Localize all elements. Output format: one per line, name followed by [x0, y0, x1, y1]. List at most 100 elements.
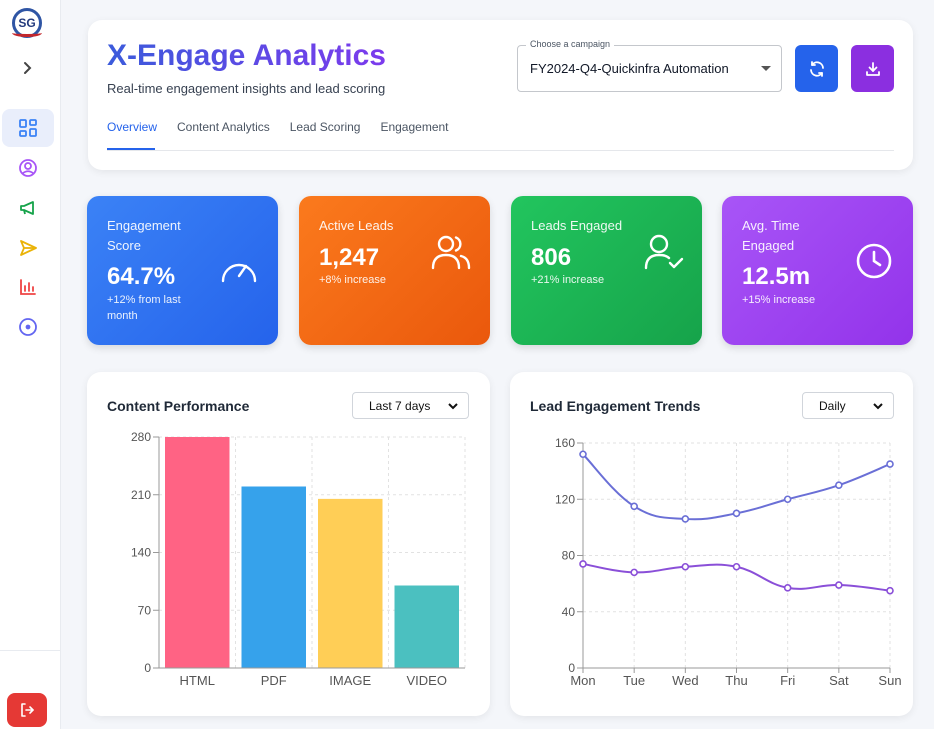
data-point — [835, 581, 843, 589]
chart-title: Content Performance — [107, 398, 250, 414]
x-tick-label: PDF — [261, 673, 287, 688]
nav-send[interactable] — [2, 229, 54, 267]
campaign-select-value: FY2024-Q4-Quickinfra Automation — [530, 61, 729, 76]
y-tick-label: 80 — [562, 549, 576, 563]
expand-sidebar-button[interactable] — [18, 58, 38, 78]
page-title: X-Engage Analytics — [107, 39, 386, 72]
content-performance-card: Content Performance Last 7 days 0 70 140 21… — [87, 372, 490, 716]
nav-reports[interactable] — [2, 268, 54, 306]
user-circle-icon — [19, 159, 37, 177]
data-point — [732, 509, 741, 518]
data-point — [630, 568, 638, 577]
stat-label: Avg. Time Engaged — [742, 218, 800, 253]
refresh-button[interactable] — [795, 45, 838, 92]
user-check-icon — [644, 234, 684, 270]
tab-lead-scoring[interactable]: Lead Scoring — [289, 120, 361, 134]
lead-trends-card: Lead Engagement Trends Daily 0 40 80 120 160… — [510, 372, 913, 716]
dashboard-icon — [19, 119, 37, 137]
data-point — [783, 495, 792, 504]
stat-label: Active Leads — [319, 218, 394, 233]
stat-value: 12.5m — [742, 263, 811, 290]
active-tab-indicator — [107, 148, 155, 150]
stat-card-active-leads: Active Leads 1,247 +8% increase — [299, 196, 490, 345]
y-tick-label: 280 — [131, 430, 151, 444]
logo-text: SG — [18, 16, 36, 30]
data-point — [783, 584, 792, 592]
bar-chart-icon — [20, 279, 36, 295]
tabs-divider — [107, 150, 894, 151]
tab-content-analytics[interactable]: Content Analytics — [177, 120, 270, 134]
x-tick-label: Thu — [725, 673, 747, 688]
chart-title: Lead Engagement Trends — [530, 398, 701, 414]
logout-button[interactable] — [7, 693, 47, 727]
x-tick-label: Mon — [570, 673, 595, 688]
x-tick-label: IMAGE — [329, 673, 371, 688]
nav-dashboard[interactable] — [2, 109, 54, 147]
speedometer-icon — [221, 263, 257, 283]
data-point — [681, 562, 690, 571]
stat-change: +21% increase — [531, 274, 605, 286]
data-point — [835, 481, 843, 489]
stat-change: +8% increase — [319, 274, 386, 286]
time-range-value: Last 7 days — [369, 398, 431, 413]
logout-icon — [21, 703, 34, 717]
bar-html — [165, 437, 230, 668]
send-icon — [20, 240, 37, 256]
chevron-down-icon — [873, 403, 883, 410]
data-point — [732, 562, 741, 571]
data-point — [630, 502, 638, 511]
nav-profile[interactable] — [2, 149, 54, 187]
data-point — [886, 460, 894, 468]
stat-card-leads-engaged: Leads Engaged 806 +21% increase — [511, 196, 702, 345]
campaign-select-label: Choose a campaign — [526, 39, 615, 49]
time-range-select[interactable]: Last 7 days — [352, 392, 469, 419]
y-tick-label: 40 — [562, 605, 576, 619]
stat-card-engagement-score: Engagement Score 64.7% +12% from last mo… — [87, 196, 278, 345]
y-tick-label: 0 — [568, 661, 575, 675]
y-tick-label: 210 — [131, 488, 151, 502]
bar-chart: 0 70 140 210 280 HTML PDF IMAGE VIDEO — [131, 430, 466, 688]
tab-engagement[interactable]: Engagement — [380, 120, 449, 134]
download-button[interactable] — [851, 45, 894, 92]
nav-campaigns[interactable] — [2, 189, 54, 227]
stat-value: 1,247 — [319, 244, 380, 271]
clock-icon — [856, 243, 892, 279]
x-tick-label: HTML — [180, 673, 215, 688]
stat-label: Leads Engaged — [531, 218, 623, 233]
y-tick-label: 140 — [131, 546, 151, 560]
x-tick-label: Fri — [780, 673, 795, 688]
tab-overview[interactable]: Overview — [107, 120, 158, 134]
tab-bar: Overview Content Analytics Lead Scoring … — [107, 120, 469, 134]
header-card: X-Engage Analytics Real-time engagement … — [88, 20, 913, 170]
stat-label: Engagement Score — [107, 218, 181, 253]
granularity-select[interactable]: Daily — [802, 392, 894, 419]
campaign-select[interactable]: Choose a campaign FY2024-Q4-Quickinfra A… — [517, 39, 782, 92]
bar-pdf — [241, 486, 306, 668]
stat-change: +12% from last month — [107, 294, 181, 322]
x-tick-label: Sat — [829, 673, 849, 688]
y-tick-label: 160 — [555, 436, 575, 450]
users-icon — [431, 235, 471, 270]
caret-down-icon — [761, 66, 771, 71]
x-tick-label: Tue — [623, 673, 645, 688]
y-tick-label: 0 — [144, 661, 151, 675]
refresh-icon — [809, 60, 824, 77]
nav-target[interactable] — [2, 308, 54, 346]
stat-card-avg-time: Avg. Time Engaged 12.5m +15% increase — [722, 196, 913, 345]
download-icon — [865, 61, 880, 76]
stat-change: +15% increase — [742, 294, 816, 306]
data-point — [681, 515, 690, 523]
megaphone-icon — [20, 201, 34, 215]
logo-swoosh — [12, 29, 42, 37]
sidebar-divider — [0, 650, 60, 651]
app-logo[interactable]: SG — [12, 8, 42, 38]
y-tick-label: 70 — [138, 603, 152, 617]
chevron-right-icon — [24, 62, 32, 74]
data-point — [579, 560, 587, 568]
x-tick-label: VIDEO — [407, 673, 447, 688]
x-tick-label: Sun — [878, 673, 901, 688]
target-icon — [19, 318, 37, 336]
stat-value: 64.7% — [107, 263, 176, 290]
data-point — [886, 586, 894, 595]
y-tick-label: 120 — [555, 492, 575, 506]
